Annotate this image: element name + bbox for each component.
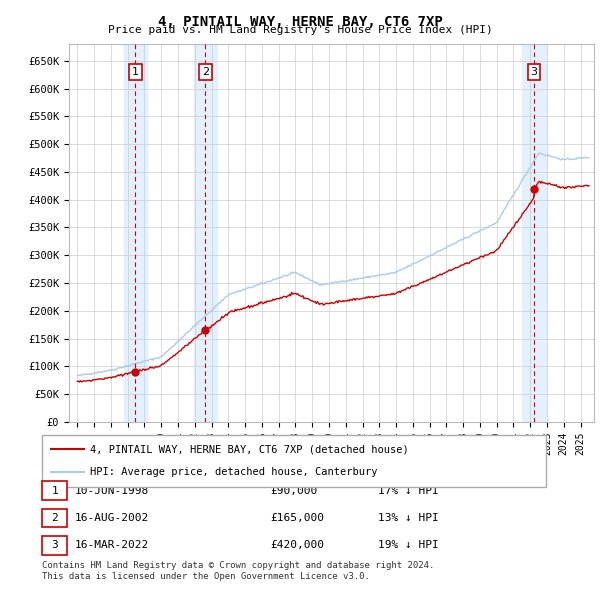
Text: 10-JUN-1998: 10-JUN-1998 xyxy=(75,486,149,496)
Text: 16-AUG-2002: 16-AUG-2002 xyxy=(75,513,149,523)
Text: £165,000: £165,000 xyxy=(270,513,324,523)
Text: This data is licensed under the Open Government Licence v3.0.: This data is licensed under the Open Gov… xyxy=(42,572,370,581)
Text: 4, PINTAIL WAY, HERNE BAY, CT6 7XP: 4, PINTAIL WAY, HERNE BAY, CT6 7XP xyxy=(158,15,442,29)
Text: 17% ↓ HPI: 17% ↓ HPI xyxy=(378,486,439,496)
Text: HPI: Average price, detached house, Canterbury: HPI: Average price, detached house, Cant… xyxy=(90,467,377,477)
Bar xyxy=(194,44,217,422)
Text: 1: 1 xyxy=(51,486,58,496)
Text: £420,000: £420,000 xyxy=(270,540,324,550)
Text: 19% ↓ HPI: 19% ↓ HPI xyxy=(378,540,439,550)
Bar xyxy=(522,44,545,422)
Text: 3: 3 xyxy=(51,540,58,550)
Text: 4, PINTAIL WAY, HERNE BAY, CT6 7XP (detached house): 4, PINTAIL WAY, HERNE BAY, CT6 7XP (deta… xyxy=(90,444,409,454)
Text: Contains HM Land Registry data © Crown copyright and database right 2024.: Contains HM Land Registry data © Crown c… xyxy=(42,560,434,569)
Text: 2: 2 xyxy=(51,513,58,523)
Text: 16-MAR-2022: 16-MAR-2022 xyxy=(75,540,149,550)
Text: £90,000: £90,000 xyxy=(270,486,317,496)
Bar xyxy=(124,44,147,422)
Text: 13% ↓ HPI: 13% ↓ HPI xyxy=(378,513,439,523)
Text: 3: 3 xyxy=(530,67,537,77)
Text: 1: 1 xyxy=(132,67,139,77)
Text: Price paid vs. HM Land Registry's House Price Index (HPI): Price paid vs. HM Land Registry's House … xyxy=(107,25,493,35)
Text: 2: 2 xyxy=(202,67,209,77)
